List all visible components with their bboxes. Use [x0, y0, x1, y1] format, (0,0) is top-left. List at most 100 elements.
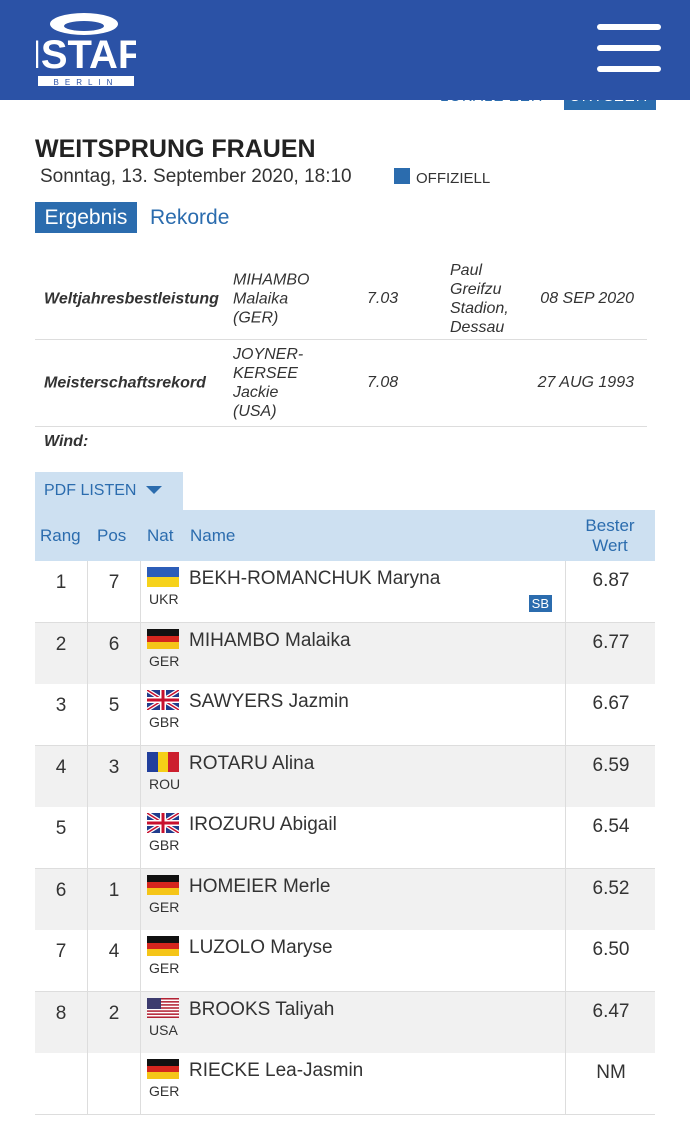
event-status: OFFIZIELL — [416, 170, 491, 187]
pdf-button[interactable]: PDF LISTEN — [35, 472, 183, 510]
flag-wrap — [147, 936, 179, 956]
flag — [147, 751, 179, 772]
record-athlete: JOYNER-KERSEE Jackie (USA) — [233, 346, 304, 420]
athlete-name: RIECKE Lea-Jasmin — [189, 1060, 364, 1081]
mark-cell: 6.77 — [565, 622, 656, 684]
pos: 5 — [108, 695, 120, 716]
rank: 7 — [55, 941, 67, 962]
best-mark: NM — [596, 1062, 626, 1083]
result-row: GER RIECKE Lea-Jasmin NM — [35, 1053, 655, 1115]
result-row: 6 1 GER HOMEIER Merle 6.52 — [35, 868, 655, 931]
nat-cell: GBR — [140, 807, 186, 868]
mark-cell: 6.87 — [565, 561, 656, 622]
flag-wrap — [147, 567, 179, 587]
pos-cell: 1 — [87, 868, 140, 930]
athlete-name: ROTARU Alina — [189, 752, 315, 774]
logo-sub: BERLIN — [54, 78, 119, 87]
nat-cell: USA — [140, 991, 186, 1053]
tab[interactable]: Rekorde — [150, 206, 230, 229]
athlete-name: LUZOLO Maryse — [189, 937, 333, 958]
rank: 1 — [55, 572, 67, 593]
best-mark: 6.54 — [592, 816, 630, 837]
rank: 8 — [55, 1002, 67, 1024]
menu-button[interactable] — [597, 24, 661, 72]
record-athlete: MIHAMBO Malaika (GER) — [233, 271, 310, 326]
record-label: Meisterschaftsrekord — [44, 374, 206, 392]
flag — [147, 997, 179, 1018]
flag-wrap — [147, 874, 179, 895]
name-cell: ROTARU Alina — [185, 746, 564, 807]
rank-cell: 4 — [35, 746, 87, 807]
record-mark: 7.03 — [367, 289, 399, 307]
rank-cell: 1 — [35, 561, 87, 622]
best-mark: 6.77 — [592, 631, 630, 653]
mark-cell: NM — [565, 1053, 656, 1114]
column-header: Bester Wert — [585, 515, 635, 555]
result-row: 4 3 ROU ROTARU Alina 6.59 — [35, 745, 656, 808]
logo[interactable]: ISTAF BERLIN — [36, 10, 136, 88]
nat-code: GER — [149, 652, 180, 669]
pos: 1 — [108, 879, 120, 901]
nat-code: GER — [149, 1083, 180, 1099]
result-row: 5 GBR IROZURU Abigail 6.54 — [35, 807, 655, 869]
nat-cell: GER — [140, 1053, 186, 1114]
nat-cell: GER — [140, 868, 186, 930]
result-row: 1 7 UKR BEKH-ROMANCHUK Maryna SB 6.87 — [35, 561, 655, 623]
best-mark: 6.67 — [592, 693, 630, 714]
nat-code: ROU — [149, 775, 181, 792]
mark-cell: 6.67 — [565, 684, 656, 745]
event-title: WEITSPRUNG FRAUEN — [35, 135, 316, 163]
nat-code: GBR — [149, 837, 180, 853]
best-mark: 6.59 — [592, 754, 630, 776]
flag — [147, 936, 179, 956]
pos-cell: 3 — [87, 745, 140, 807]
flag — [147, 628, 179, 649]
flag-wrap — [147, 751, 179, 772]
record-row: Meisterschaftsrekord JOYNER-KERSEE Jackie… — [35, 340, 647, 427]
best-mark: 6.52 — [592, 877, 630, 899]
rank: 5 — [55, 818, 67, 839]
name-cell: HOMEIER Merle — [185, 869, 564, 930]
athlete-name: BROOKS Taliyah — [189, 998, 335, 1020]
wind-label: Wind: — [44, 433, 89, 450]
dropdown-icon — [146, 486, 163, 494]
flag — [147, 1059, 179, 1079]
athlete-name: IROZURU Abigail — [189, 814, 337, 835]
nat-code: GBR — [149, 714, 180, 730]
column-header: Nat — [147, 525, 174, 545]
mark-cell: 6.59 — [565, 745, 656, 807]
name-cell: IROZURU Abigail — [185, 807, 564, 868]
pdf-label: PDF LISTEN — [44, 482, 137, 499]
rank-cell: 5 — [35, 807, 87, 868]
tab[interactable]: Ergebnis — [35, 202, 137, 233]
pos: 7 — [108, 572, 120, 593]
status-icon — [394, 168, 410, 184]
record-venue: Paul Greifzu Stadion, Dessau — [450, 261, 509, 336]
result-row: 3 5 GBR SAWYERS Jazmin 6.67 — [35, 684, 655, 746]
pos-cell: 2 — [87, 991, 140, 1053]
table-header: Rang Pos Nat Name Bester Wert — [35, 510, 655, 561]
pos: 2 — [108, 1002, 120, 1024]
mark-cell: 6.47 — [565, 991, 656, 1053]
name-cell: SAWYERS Jazmin — [185, 684, 564, 745]
nat-cell: GER — [140, 930, 186, 991]
flag-wrap — [147, 813, 179, 833]
flag — [147, 567, 179, 587]
nat-code: USA — [149, 1021, 178, 1038]
record-label: Weltjahresbestleistung — [44, 290, 219, 307]
rank: 4 — [55, 756, 67, 778]
name-cell: BEKH-ROMANCHUK Maryna SB — [185, 561, 564, 622]
name-cell: RIECKE Lea-Jasmin — [185, 1053, 564, 1114]
result-row: 7 4 GER LUZOLO Maryse 6.50 — [35, 930, 655, 992]
pos-cell — [87, 1053, 140, 1114]
record-date: 08 SEP 2020 — [540, 289, 634, 307]
rank-cell: 6 — [35, 869, 87, 930]
column-header: Name — [190, 525, 236, 545]
nat-cell: GER — [140, 622, 186, 684]
name-cell: LUZOLO Maryse — [185, 930, 564, 991]
nat-code: UKR — [149, 591, 179, 607]
pos-cell: 5 — [87, 684, 140, 745]
flag-wrap — [147, 690, 179, 710]
nat-code: GER — [149, 960, 180, 976]
name-cell: BROOKS Taliyah — [185, 992, 564, 1053]
